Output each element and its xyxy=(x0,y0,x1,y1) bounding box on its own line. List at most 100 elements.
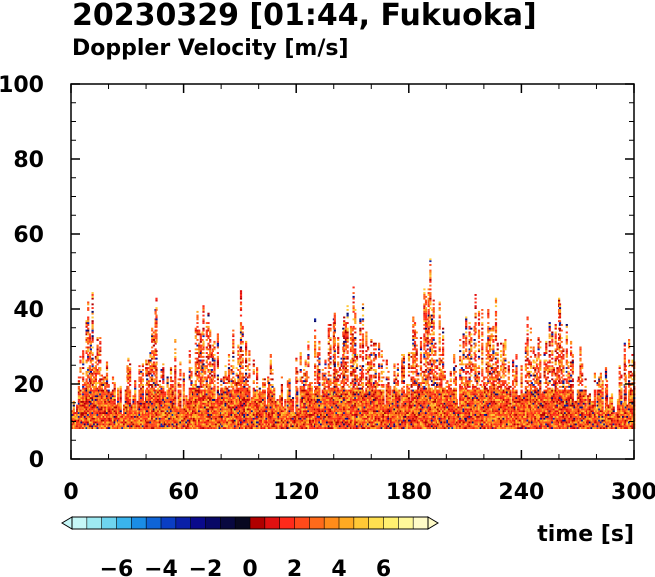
velocity-cell xyxy=(188,397,191,399)
velocity-cell xyxy=(254,393,257,396)
velocity-cell xyxy=(105,421,109,424)
velocity-cell xyxy=(117,415,121,418)
velocity-cell xyxy=(324,395,327,398)
velocity-cell xyxy=(254,419,257,422)
velocity-cell xyxy=(190,389,193,392)
velocity-cell xyxy=(105,427,109,429)
velocity-cell xyxy=(246,421,249,424)
velocity-cell xyxy=(310,408,313,411)
velocity-cell xyxy=(155,333,158,336)
velocity-cell xyxy=(115,410,118,413)
velocity-cell xyxy=(241,417,244,420)
velocity-cell xyxy=(337,391,340,394)
velocity-cell xyxy=(193,389,196,392)
velocity-cell xyxy=(333,348,336,351)
velocity-cell xyxy=(77,387,80,390)
velocity-cell xyxy=(152,355,155,358)
velocity-cell xyxy=(99,361,102,364)
velocity-cell xyxy=(102,384,105,386)
velocity-cell xyxy=(239,425,243,428)
velocity-cell xyxy=(202,427,205,429)
velocity-cell xyxy=(143,408,146,411)
velocity-cell xyxy=(224,382,227,384)
velocity-cell xyxy=(237,404,240,407)
velocity-cell xyxy=(169,414,173,416)
velocity-cell xyxy=(329,367,332,369)
velocity-cell xyxy=(110,410,113,413)
velocity-cell xyxy=(305,370,308,373)
velocity-cell xyxy=(166,427,169,429)
velocity-cell xyxy=(224,391,227,394)
velocity-cell xyxy=(205,406,208,409)
velocity-cell xyxy=(117,399,120,401)
velocity-cell xyxy=(157,427,160,429)
velocity-cell xyxy=(207,357,210,360)
velocity-cell xyxy=(222,389,225,392)
velocity-cell xyxy=(100,378,103,381)
velocity-cell xyxy=(115,417,118,420)
velocity-cell xyxy=(193,408,196,411)
velocity-cell xyxy=(194,410,197,413)
velocity-cell xyxy=(340,421,343,424)
velocity-cell xyxy=(205,402,208,405)
velocity-cell xyxy=(291,410,295,413)
velocity-cell xyxy=(123,427,126,429)
velocity-cell xyxy=(335,397,338,399)
velocity-cell xyxy=(168,400,171,403)
velocity-cell xyxy=(256,415,259,418)
velocity-cell xyxy=(151,376,154,379)
velocity-cell xyxy=(316,395,319,398)
velocity-cell xyxy=(140,399,143,401)
velocity-cell xyxy=(204,412,207,414)
velocity-cell xyxy=(239,417,243,420)
velocity-cell xyxy=(309,408,312,411)
velocity-cell xyxy=(168,427,171,429)
velocity-cell xyxy=(269,367,272,369)
velocity-cell xyxy=(262,408,265,411)
velocity-cell xyxy=(331,408,334,411)
velocity-cell xyxy=(187,410,190,413)
velocity-cell xyxy=(316,367,319,369)
velocity-cell xyxy=(91,415,94,418)
velocity-cell xyxy=(215,408,218,411)
velocity-cell xyxy=(143,421,146,424)
velocity-cell xyxy=(146,415,149,418)
velocity-cell xyxy=(299,400,302,403)
velocity-cell xyxy=(252,427,255,429)
velocity-cell xyxy=(205,423,208,426)
velocity-cell xyxy=(152,397,155,399)
velocity-cell xyxy=(99,378,102,381)
velocity-cell xyxy=(222,417,225,420)
velocity-cell xyxy=(102,402,105,405)
velocity-cell xyxy=(241,385,244,388)
velocity-cell xyxy=(301,399,304,401)
velocity-cell xyxy=(258,415,261,418)
velocity-cell xyxy=(280,419,283,422)
velocity-cell xyxy=(211,410,214,413)
velocity-cell xyxy=(326,404,329,407)
velocity-cell xyxy=(188,369,191,371)
velocity-cell xyxy=(124,402,127,405)
velocity-cell xyxy=(179,408,182,411)
heatmap-data-layer xyxy=(71,258,636,429)
velocity-cell xyxy=(102,414,105,416)
velocity-cell xyxy=(209,408,212,411)
velocity-cell xyxy=(256,378,259,381)
velocity-cell xyxy=(160,408,163,411)
velocity-cell xyxy=(164,397,167,399)
velocity-cell xyxy=(143,406,146,409)
velocity-cell xyxy=(241,406,244,409)
velocity-cell xyxy=(91,380,94,383)
velocity-cell xyxy=(207,425,210,428)
velocity-cell xyxy=(333,363,336,366)
velocity-cell xyxy=(211,348,214,351)
velocity-cell xyxy=(194,389,197,392)
velocity-cell xyxy=(179,393,182,396)
velocity-cell xyxy=(72,417,75,420)
velocity-cell xyxy=(305,393,308,396)
velocity-cell xyxy=(222,410,225,413)
velocity-cell xyxy=(174,348,177,351)
velocity-cell xyxy=(175,421,179,424)
velocity-cell xyxy=(211,421,214,424)
velocity-cell xyxy=(260,417,263,420)
